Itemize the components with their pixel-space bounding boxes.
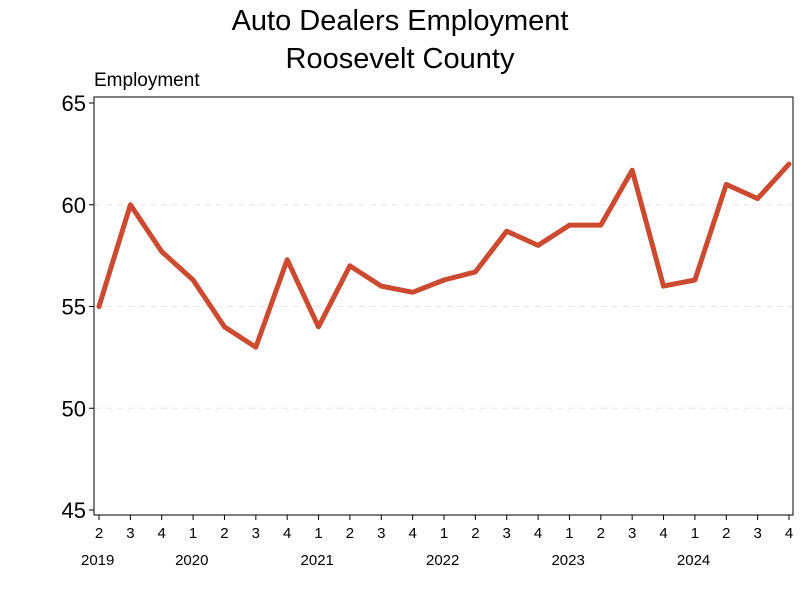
x-tick-label-quarter: 4: [158, 525, 166, 542]
x-tick-label-quarter: 3: [252, 525, 260, 542]
data-point: [317, 325, 321, 329]
data-point: [473, 270, 477, 274]
x-tick-label-year: 2019: [81, 552, 114, 569]
series-layer: [96, 161, 792, 350]
data-point: [97, 305, 101, 308]
data-point: [222, 325, 226, 329]
data-point: [756, 197, 760, 201]
x-tick-label-quarter: 4: [785, 525, 793, 542]
x-tick-label-quarter: 3: [753, 525, 761, 542]
x-tick-label-year: 2020: [175, 552, 208, 569]
data-point: [285, 258, 289, 262]
x-tick-label-year: 2023: [551, 552, 584, 569]
x-tick-label-quarter: 1: [314, 525, 322, 542]
y-tick-label: 45: [62, 498, 86, 523]
y-tick-label: 65: [62, 91, 86, 116]
x-tick-label-quarter: 4: [283, 525, 291, 542]
x-tick-label-quarter: 2: [220, 525, 228, 542]
x-tick-label-quarter: 2: [471, 525, 479, 542]
data-point: [442, 278, 446, 282]
x-tick-label-year: 2024: [677, 552, 710, 569]
data-point: [536, 243, 540, 247]
x-tick-label-quarter: 4: [534, 525, 542, 542]
x-tick-label-quarter: 1: [565, 525, 573, 542]
data-point: [630, 168, 634, 172]
grid-lines: [95, 204, 792, 409]
data-point: [693, 278, 697, 282]
x-tick-label-quarter: 3: [377, 525, 385, 542]
x-tick-label-quarter: 4: [408, 525, 416, 542]
x-tick-label-quarter: 2: [346, 525, 354, 542]
data-point: [254, 345, 258, 349]
data-point: [505, 229, 509, 233]
data-point: [724, 182, 728, 186]
y-axis-label: Employment: [94, 70, 200, 91]
x-tick-label-quarter: 3: [126, 525, 134, 542]
series-line: [96, 161, 792, 350]
x-tick-label-quarter: 3: [503, 525, 511, 542]
data-point: [191, 278, 195, 282]
data-point: [411, 290, 415, 294]
y-tick-label: 55: [62, 295, 86, 320]
x-tick-label-quarter: 3: [628, 525, 636, 542]
data-point: [160, 250, 164, 254]
data-point: [662, 284, 666, 288]
chart-title-line-2: Roosevelt County: [286, 43, 515, 75]
y-tick-label: 50: [62, 396, 86, 421]
y-tick-label: 60: [62, 193, 86, 218]
data-point: [128, 203, 132, 207]
y-axis-ticks: 45 50 55 60 65: [62, 91, 94, 523]
x-tick-label-year: 2021: [301, 552, 334, 569]
x-tick-label-year: 2022: [426, 552, 459, 569]
data-point: [787, 162, 791, 166]
data-point: [567, 223, 571, 227]
x-tick-label-quarter: 1: [440, 525, 448, 542]
data-point: [599, 223, 603, 227]
x-tick-label-quarter: 2: [95, 525, 103, 542]
x-tick-label-quarter: 1: [691, 525, 699, 542]
data-point: [348, 264, 352, 268]
x-axis-ticks: 2 3 4 1 2 3 4 1 2 3 4 1 2 3 4 1 2 3 4 1 2 3 4 2019 2020 2021 2022 2…: [81, 515, 793, 569]
chart-title-line-1: Auto Dealers Employment: [232, 5, 569, 37]
data-point: [379, 284, 383, 288]
x-tick-label-quarter: 2: [722, 525, 730, 542]
x-tick-label-quarter: 4: [659, 525, 667, 542]
x-tick-label-quarter: 2: [597, 525, 605, 542]
x-tick-label-quarter: 1: [189, 525, 197, 542]
